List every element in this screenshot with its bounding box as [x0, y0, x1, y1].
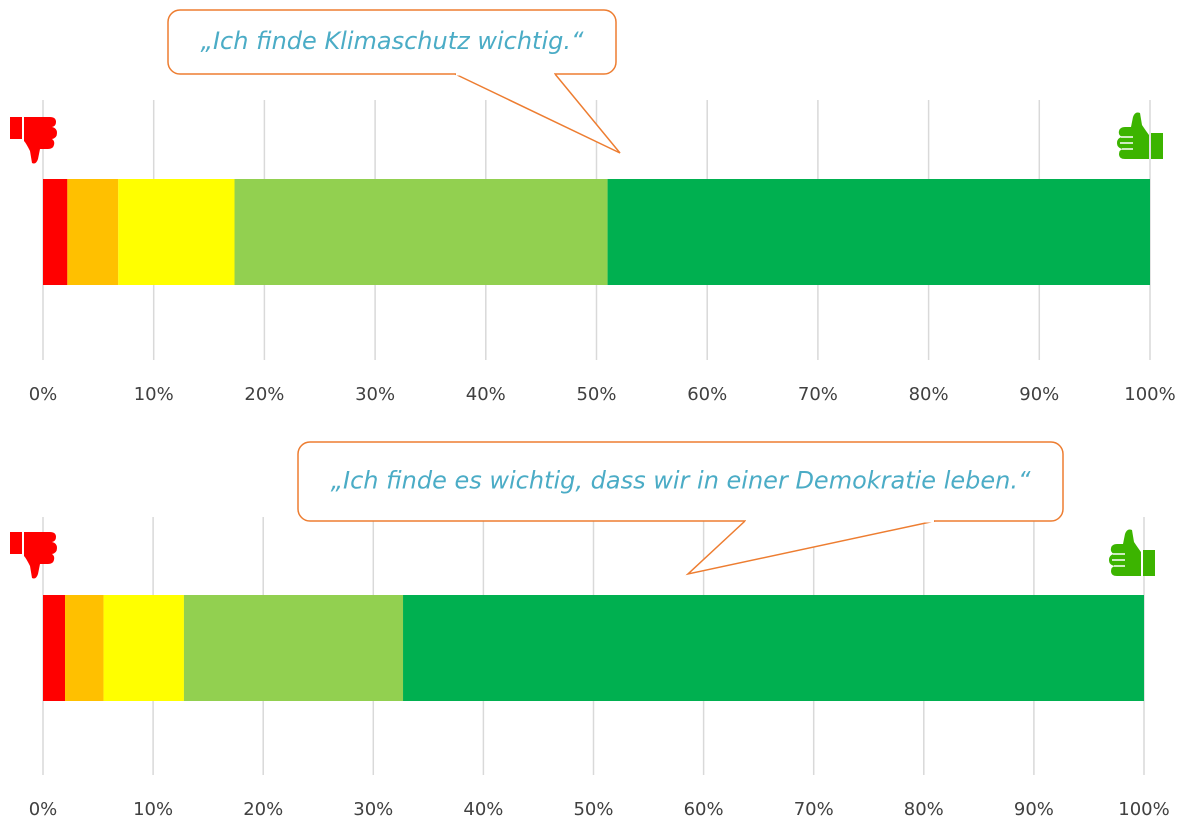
x-tick-label: 30%	[355, 384, 395, 405]
bar-segment	[607, 179, 1150, 285]
x-tick-label: 50%	[573, 799, 613, 820]
x-tick-label: 60%	[684, 799, 724, 820]
x-tick-label: 60%	[687, 384, 727, 405]
x-tick-label: 70%	[794, 799, 834, 820]
x-tick-label: 100%	[1124, 384, 1175, 405]
thumbs-up-icon	[1108, 528, 1156, 577]
speech-bubble-tail	[685, 520, 936, 576]
bar-segment	[67, 179, 119, 285]
x-tick-label: 100%	[1118, 799, 1169, 820]
x-tick-label: 20%	[244, 384, 284, 405]
speech-bubble	[297, 441, 1064, 522]
speech-bubble	[167, 9, 617, 75]
x-tick-label: 30%	[353, 799, 393, 820]
x-tick-label: 90%	[1019, 384, 1059, 405]
x-tick-label: 0%	[29, 384, 58, 405]
x-tick-label: 40%	[463, 799, 503, 820]
bar-segment	[403, 595, 1145, 701]
thumbs-up-icon	[1116, 111, 1164, 160]
x-tick-label: 20%	[243, 799, 283, 820]
bar-segment	[234, 179, 608, 285]
thumbs-down-icon	[10, 117, 57, 164]
x-tick-label: 80%	[909, 384, 949, 405]
bar-segment	[65, 595, 104, 701]
bar-segment	[43, 179, 68, 285]
bar-segment	[118, 179, 235, 285]
x-tick-label: 80%	[904, 799, 944, 820]
bar-segment	[183, 595, 404, 701]
x-tick-label: 0%	[29, 799, 58, 820]
bar-segment	[43, 595, 66, 701]
bar-segment	[103, 595, 184, 701]
x-tick-label: 10%	[134, 384, 174, 405]
x-tick-label: 10%	[133, 799, 173, 820]
x-tick-label: 40%	[466, 384, 506, 405]
speech-bubble-tail	[454, 73, 621, 154]
x-tick-label: 90%	[1014, 799, 1054, 820]
x-tick-label: 50%	[576, 384, 616, 405]
speech-bubble-text: „Ich finde Klimaschutz wichtig.“	[201, 27, 584, 55]
speech-bubble-text: „Ich finde es wichtig, dass wir in einer…	[331, 467, 1031, 495]
x-tick-label: 70%	[798, 384, 838, 405]
thumbs-down-icon	[10, 532, 57, 579]
